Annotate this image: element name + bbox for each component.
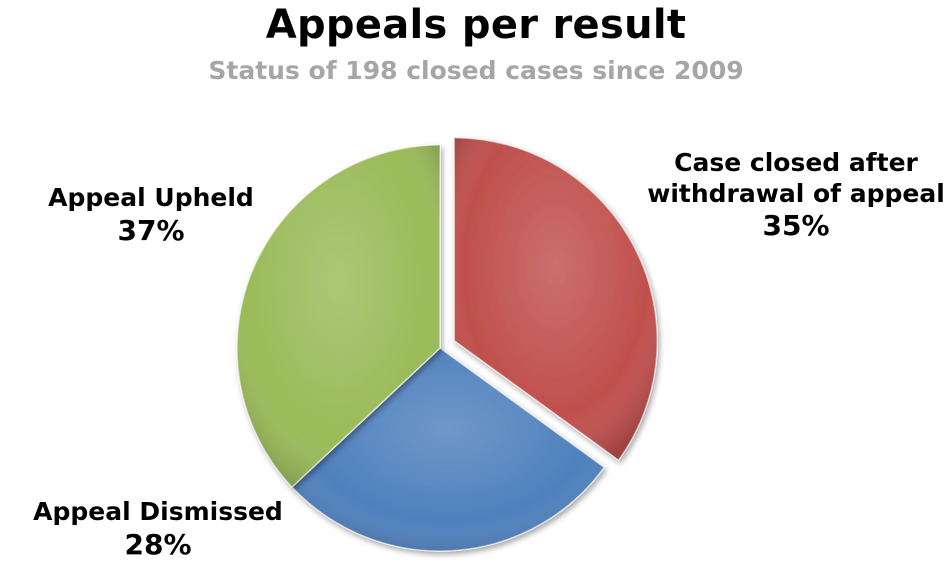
chart-title: Appeals per result: [265, 2, 687, 48]
slice-withdrawn: [453, 136, 658, 462]
slice-upheld: [236, 144, 441, 489]
slice-name-line: Case closed after: [674, 148, 918, 177]
chart-subtitle: Status of 198 closed cases since 2009: [208, 56, 744, 85]
slice-percent: 28%: [124, 527, 192, 561]
slice-dismissed: [290, 347, 606, 552]
slice-name-line: withdrawal of appeal: [647, 178, 945, 208]
data-label-withdrawn: Case closed after withdrawal of appeal 3…: [640, 148, 952, 243]
data-label-dismissed: Appeal Dismissed 28%: [0, 497, 316, 562]
slice-percent: 37%: [117, 213, 185, 247]
slice-name-line: Appeal Upheld: [48, 183, 254, 212]
slice-percent: 35%: [762, 209, 830, 242]
slice-name-line: Appeal Dismissed: [33, 497, 283, 526]
data-label-upheld: Appeal Upheld 37%: [20, 183, 282, 248]
